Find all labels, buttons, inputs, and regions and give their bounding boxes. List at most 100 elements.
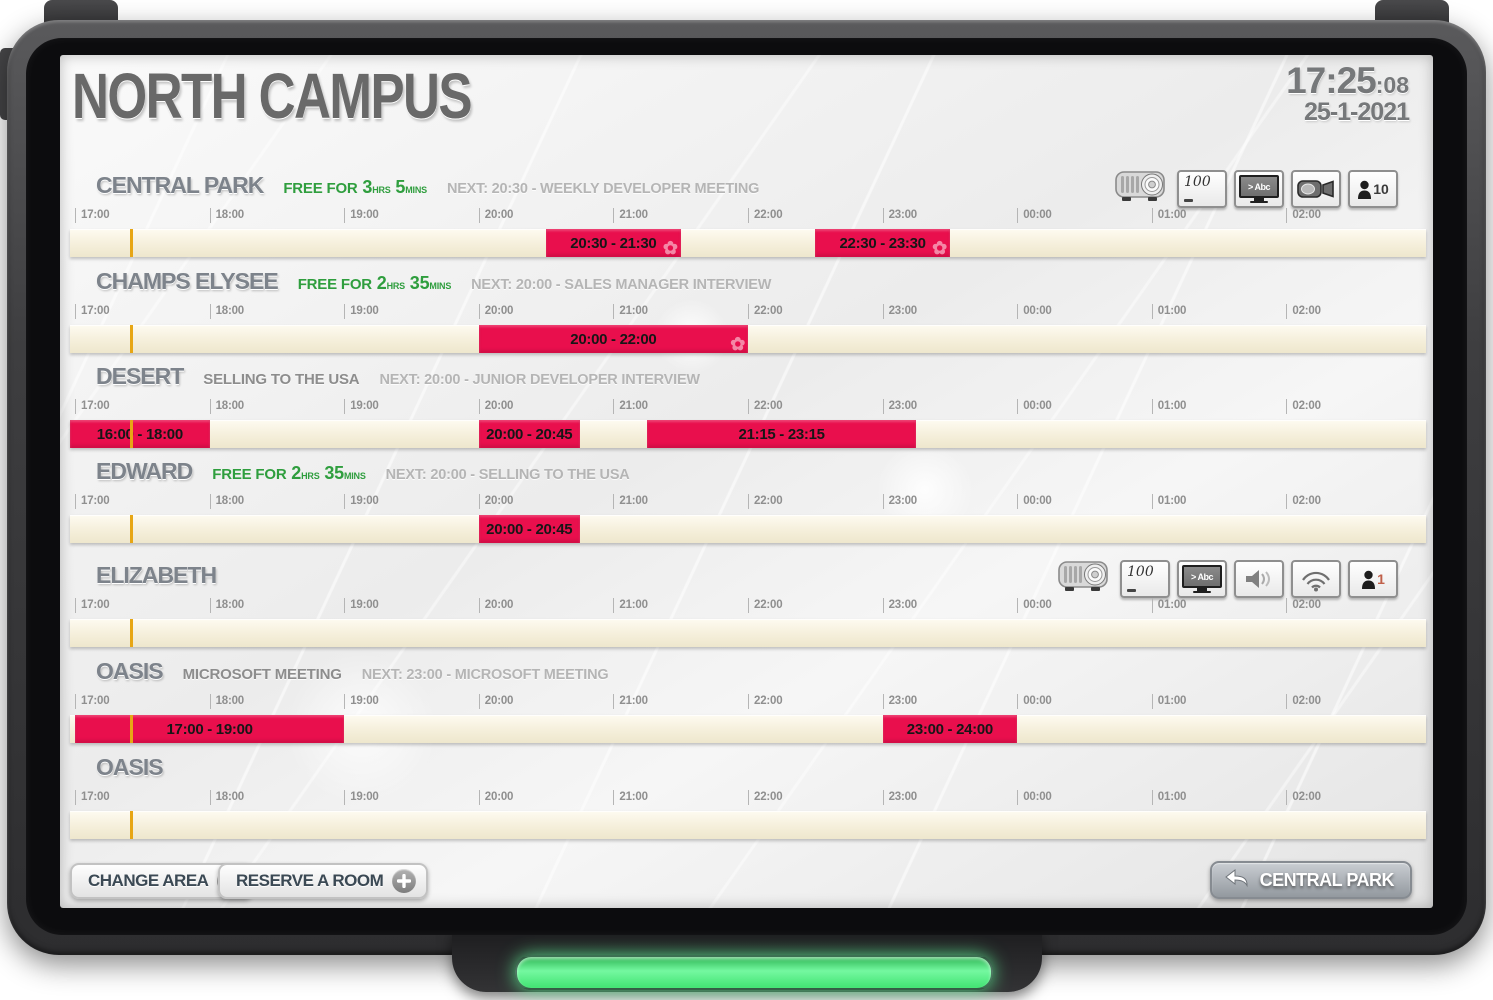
whiteboard-icon: 100: [1177, 170, 1227, 208]
booking-time-label: 22:30 - 23:30: [839, 234, 926, 252]
booking-block[interactable]: 20:30 - 21:30 ✿: [546, 229, 681, 257]
next-meeting: NEXT: 20:30 - WEEKLY DEVELOPER MEETING: [446, 181, 760, 197]
hour-label: 17:00: [75, 304, 110, 319]
current-meeting: SELLING TO THE USA: [203, 371, 360, 388]
hour-label: 01:00: [1151, 694, 1186, 709]
clock-date: 25-1-2021: [1304, 98, 1410, 126]
hour-label: 21:00: [613, 399, 648, 414]
hour-label: 23:00: [882, 494, 917, 509]
booking-time-label: 20:00 - 22:00: [570, 330, 657, 348]
page-title: NORTH CAMPUS: [72, 60, 473, 132]
room-name[interactable]: EDWARD: [96, 458, 193, 484]
camera-icon: [1291, 170, 1341, 208]
room-row: EDWARD FREE FOR 2HRS 35MINS NEXT: 20:00 - …: [70, 458, 1426, 552]
timeline-bar[interactable]: [70, 811, 1426, 839]
room-header: OASIS: [96, 754, 164, 784]
room-name[interactable]: CHAMPS ELYSEE: [96, 268, 279, 294]
hour-label: 18:00: [209, 399, 244, 414]
hour-label: 19:00: [344, 790, 379, 805]
hour-label: 01:00: [1151, 598, 1186, 613]
hour-label: 22:00: [748, 494, 783, 509]
hour-label: 00:00: [1017, 399, 1052, 414]
room-name[interactable]: OASIS: [96, 658, 164, 684]
projector-icon: [1114, 167, 1170, 208]
booking-block[interactable]: 20:00 - 22:00 ✿: [478, 325, 748, 353]
current-time-marker: [129, 515, 133, 543]
room-row: ELIZABETH 100 > Abc 1 17:00 18:00 19:00 20:00 21…: [70, 560, 1426, 656]
hour-scale: 17:00 18:00 19:00 20:00 21:00 22:00 23:00 00:00…: [70, 208, 1426, 225]
booking-time-label: 20:30 - 21:30: [570, 234, 657, 252]
room-name[interactable]: OASIS: [96, 754, 164, 780]
hour-label: 02:00: [1286, 399, 1321, 414]
current-meeting: MICROSOFT MEETING: [182, 666, 342, 683]
hour-label: 01:00: [1151, 304, 1186, 319]
hour-label: 21:00: [613, 790, 648, 805]
booking-block[interactable]: 22:30 - 23:30 ✿: [815, 229, 950, 257]
hour-label: 18:00: [209, 208, 244, 223]
occupancy-icon: 1: [1348, 560, 1398, 598]
hour-label: 21:00: [613, 208, 648, 223]
hour-label: 22:00: [748, 598, 783, 613]
hour-label: 23:00: [882, 598, 917, 613]
room-header: ELIZABETH: [96, 562, 217, 592]
back-to-room-button[interactable]: CENTRAL PARK: [1209, 861, 1412, 899]
room-row: DESERT SELLING TO THE USA NEXT: 20:00 - JU…: [70, 363, 1426, 457]
hour-label: 23:00: [882, 399, 917, 414]
booking-block[interactable]: 21:15 - 23:15: [647, 420, 917, 448]
timeline-bar[interactable]: 17:00 - 19:00 23:00 - 24:00: [70, 715, 1426, 743]
screen-text-label: > Abc: [1182, 565, 1222, 588]
hour-label: 19:00: [344, 304, 379, 319]
current-time-marker: [129, 619, 133, 647]
hour-label: 18:00: [209, 694, 244, 709]
hour-label: 21:00: [613, 598, 648, 613]
booking-block[interactable]: 20:00 - 20:45: [478, 420, 580, 448]
booking-time-label: 20:00 - 20:45: [486, 425, 573, 443]
recurring-icon: ✿: [932, 238, 947, 257]
screen-text-icon: > Abc: [1234, 170, 1284, 208]
timeline-bar[interactable]: 20:30 - 21:30 ✿ 22:30 - 23:30 ✿: [70, 229, 1426, 257]
hour-label: 23:00: [882, 208, 917, 223]
clock: 17:25:08 25-1-2021: [1286, 62, 1410, 126]
room-header: OASIS MICROSOFT MEETING NEXT: 23:00 - MICR…: [96, 658, 609, 688]
hour-scale: 17:00 18:00 19:00 20:00 21:00 22:00 23:00 00:00…: [70, 694, 1426, 711]
current-time-marker: [129, 325, 133, 353]
current-time-marker: [129, 229, 133, 257]
room-header: CENTRAL PARK FREE FOR 3HRS 5MINS NEXT: 20:…: [96, 172, 759, 202]
timeline-bar[interactable]: 20:00 - 20:45: [70, 515, 1426, 543]
hour-scale: 17:00 18:00 19:00 20:00 21:00 22:00 23:00 00:00…: [70, 304, 1426, 321]
hour-label: 17:00: [75, 790, 110, 805]
booking-block[interactable]: 16:00 - 18:00: [70, 420, 210, 448]
booking-block[interactable]: 23:00 - 24:00: [882, 715, 1018, 743]
screen-text-icon: > Abc: [1177, 560, 1227, 598]
hour-label: 17:00: [75, 494, 110, 509]
hour-scale: 17:00 18:00 19:00 20:00 21:00 22:00 23:00 00:00…: [70, 790, 1426, 807]
hour-label: 17:00: [75, 694, 110, 709]
room-row: CHAMPS ELYSEE FREE FOR 2HRS 35MINS NEXT: 2…: [70, 268, 1426, 362]
hour-label: 01:00: [1151, 399, 1186, 414]
booking-block[interactable]: 20:00 - 20:45: [478, 515, 580, 543]
room-name[interactable]: CENTRAL PARK: [96, 172, 264, 198]
hour-label: 01:00: [1151, 494, 1186, 509]
hour-label: 00:00: [1017, 208, 1052, 223]
booking-time-label: 23:00 - 24:00: [906, 720, 993, 738]
timeline-bar[interactable]: 16:00 - 18:00 20:00 - 20:45 21:15 - 23:15: [70, 420, 1426, 448]
timeline-bar[interactable]: [70, 619, 1426, 647]
next-meeting: NEXT: 20:00 - SELLING TO THE USA: [385, 467, 630, 483]
hour-scale: 17:00 18:00 19:00 20:00 21:00 22:00 23:00 00:00…: [70, 494, 1426, 511]
hour-label: 00:00: [1017, 694, 1052, 709]
hour-label: 17:00: [75, 399, 110, 414]
reserve-room-button[interactable]: RESERVE A ROOM: [218, 863, 429, 899]
reserve-room-label: RESERVE A ROOM: [236, 871, 384, 890]
room-name[interactable]: ELIZABETH: [96, 562, 217, 588]
room-name[interactable]: DESERT: [96, 363, 184, 389]
hour-label: 20:00: [478, 494, 513, 509]
booking-block[interactable]: 17:00 - 19:00: [75, 715, 345, 743]
hour-label: 19:00: [344, 494, 379, 509]
timeline-bar[interactable]: 20:00 - 22:00 ✿: [70, 325, 1426, 353]
hour-scale: 17:00 18:00 19:00 20:00 21:00 22:00 23:00 00:00…: [70, 598, 1426, 615]
hour-label: 21:00: [613, 694, 648, 709]
hour-label: 00:00: [1017, 494, 1052, 509]
booking-time-label: 17:00 - 19:00: [166, 720, 253, 738]
whiteboard-icon: 100: [1120, 560, 1170, 598]
